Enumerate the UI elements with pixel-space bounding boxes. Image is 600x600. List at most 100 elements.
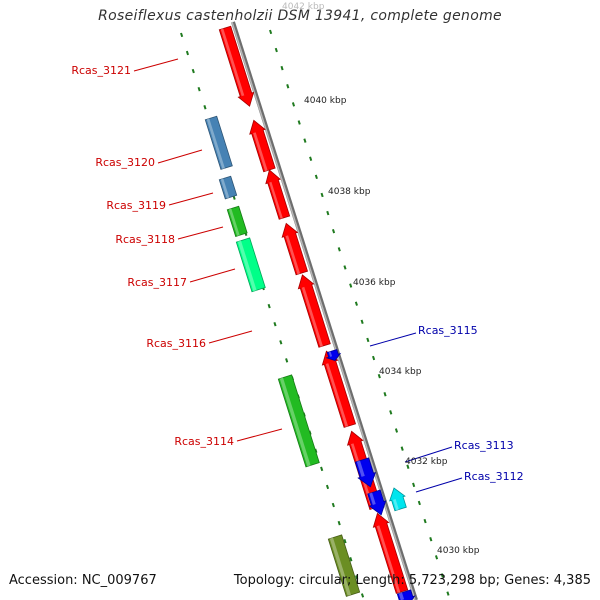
track-tick — [203, 105, 207, 110]
leader-line — [157, 149, 203, 164]
track-tick — [331, 502, 335, 508]
scale-labels: 4042 kbp 4040 kbp 4038 kbp 4036 kbp 4034 kbp… — [282, 2, 480, 556]
left-tick-track — [180, 32, 365, 598]
leader-line — [168, 192, 214, 206]
track-tick — [366, 337, 370, 343]
gene-rcas-3112b-arrow — [367, 489, 387, 516]
track-tick — [349, 283, 353, 288]
scale-label: 4038 kbp — [328, 187, 371, 197]
gene-label[interactable]: Rcas_3117 — [127, 276, 187, 289]
cds-3118-box — [226, 205, 248, 238]
gene-label[interactable]: Rcas_3116 — [146, 337, 206, 350]
track-tick — [180, 32, 184, 38]
track-tick — [446, 591, 450, 596]
scale-label: 4034 kbp — [379, 367, 422, 377]
track-tick — [191, 68, 195, 74]
right-tick-track — [269, 29, 450, 596]
leader-line — [236, 428, 283, 442]
cds-3114-box — [277, 374, 320, 468]
track-tick — [325, 484, 330, 490]
track-tick — [269, 29, 273, 35]
track-tick — [349, 557, 353, 562]
track-tick — [360, 593, 365, 598]
gene-label[interactable]: Rcas_3121 — [71, 64, 131, 77]
leader-line — [415, 477, 463, 493]
track-tick — [383, 392, 387, 397]
track-tick — [273, 321, 277, 327]
track-tick — [337, 520, 341, 526]
track-tick — [394, 428, 399, 433]
track-tick — [309, 156, 313, 161]
leader-line — [177, 226, 224, 240]
track-tick — [303, 138, 307, 143]
cds-olive-box — [327, 534, 361, 597]
gene-label[interactable]: Rcas_3118 — [115, 233, 175, 246]
cds-3112-box — [389, 487, 407, 512]
accession-label: Accession: NC_009767 — [9, 573, 157, 588]
gene-rcas-3117-arrow — [297, 274, 331, 348]
track-tick — [417, 500, 421, 506]
leader-line — [369, 332, 417, 347]
track-tick — [423, 518, 427, 524]
scale-label: 4036 kbp — [353, 278, 396, 288]
track-tick — [297, 120, 301, 125]
track-tick — [314, 174, 318, 180]
scale-label: 4032 kbp — [405, 457, 448, 467]
gene-label[interactable]: Rcas_3113 — [454, 439, 514, 452]
gene-rcas-3121-arrow — [218, 25, 255, 107]
track-tick — [412, 482, 416, 488]
gene-label[interactable]: Rcas_3120 — [95, 156, 155, 169]
map-title: Roseiflexus castenholzii DSM 13941, comp… — [98, 8, 502, 24]
leader-line — [189, 268, 236, 283]
gene-rcas-3118-arrow — [281, 222, 309, 276]
gene-features — [204, 25, 416, 600]
gene-label[interactable]: Rcas_3114 — [174, 435, 234, 448]
track-tick — [429, 537, 433, 542]
track-tick — [360, 319, 364, 325]
track-tick — [197, 86, 201, 92]
track-tick — [400, 446, 404, 451]
track-tick — [406, 464, 410, 469]
track-tick — [343, 265, 347, 270]
gene-edge-arrow — [396, 589, 416, 600]
track-tick — [267, 303, 271, 309]
gene-rcas-3113-arrow — [354, 457, 377, 488]
track-tick — [279, 340, 283, 345]
track-tick — [354, 301, 358, 306]
track-tick — [274, 47, 278, 53]
genome-backbone — [231, 21, 418, 600]
track-tick — [280, 65, 284, 71]
genome-info-label: Topology: circular; Length: 5,723,298 bp… — [233, 573, 591, 588]
track-tick — [285, 358, 289, 363]
leader-line — [208, 330, 253, 344]
track-tick — [326, 210, 330, 216]
track-tick — [355, 575, 359, 580]
leader-line — [133, 58, 179, 72]
track-tick — [320, 466, 324, 472]
label-leader-lines — [133, 58, 463, 493]
scale-label: 4040 kbp — [304, 96, 347, 106]
track-tick — [291, 102, 296, 107]
track-tick — [372, 355, 376, 361]
track-tick — [331, 228, 336, 234]
gene-rcas-3120-arrow — [249, 119, 276, 173]
track-tick — [337, 247, 341, 252]
gene-label[interactable]: Rcas_3115 — [418, 324, 478, 337]
scale-label: 4042 kbp — [282, 2, 325, 12]
gene-rcas-3119-arrow — [265, 169, 291, 220]
track-tick — [320, 192, 324, 198]
track-tick — [377, 373, 381, 379]
track-tick — [389, 410, 393, 415]
track-tick — [185, 50, 190, 56]
gene-labels: Rcas_3121 Rcas_3120 Rcas_3119 Rcas_3118 Rcas… — [71, 64, 523, 483]
cds-3120-box — [204, 115, 233, 170]
scale-label: 4030 kbp — [437, 546, 480, 556]
gene-label[interactable]: Rcas_3119 — [106, 199, 166, 212]
gene-rcas-3112-arrow — [372, 512, 409, 594]
cds-3117-box — [235, 237, 266, 293]
leader-line — [404, 446, 453, 463]
track-tick — [440, 573, 444, 578]
gene-rcas-3115-arrow — [325, 348, 342, 362]
gene-label[interactable]: Rcas_3112 — [464, 470, 524, 483]
